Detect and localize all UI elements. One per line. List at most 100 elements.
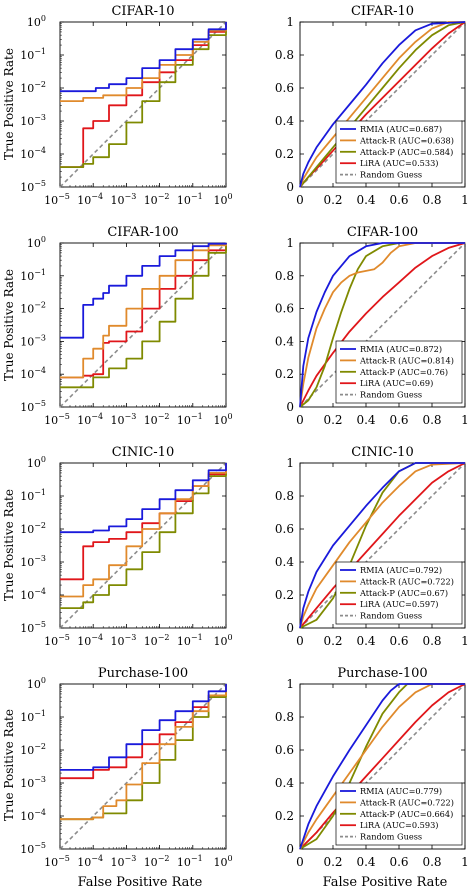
x-tick-label: 10−5	[44, 192, 70, 207]
legend-label: RMIA (AUC=0.792)	[360, 565, 442, 575]
x-tick-exponent: −5	[58, 854, 70, 863]
y-tick-label: 0.6	[275, 743, 294, 757]
chart-panel-6: CINIC-10 0 1 0.2 0.8 0.4 0.6 0.6 0.4 0.8 0.2 1 0 RMIA…	[275, 445, 469, 648]
y-tick-label: 10−3	[20, 333, 46, 348]
series-line-attackr	[299, 462, 466, 629]
legend-box	[335, 782, 463, 846]
x-tick-label: 10−1	[177, 854, 203, 869]
x-tick-label: 10−2	[144, 412, 170, 427]
legend-label: RMIA (AUC=0.872)	[360, 344, 442, 354]
series-line-rmia	[299, 242, 465, 408]
x-tick-label: 0.4	[356, 193, 375, 207]
legend-label: RMIA (AUC=0.779)	[360, 786, 442, 796]
chart-panel-8: Purchase-100 0 1 0.2 0.8 0.4 0.6 0.6 0.4 0.8 0.2 1 0…	[275, 666, 469, 869]
y-tick-label: 0.6	[275, 522, 294, 536]
x-tick-exponent: −1	[191, 412, 203, 421]
y-tick-label: 0.4	[275, 114, 294, 128]
x-tick-exponent: 0	[227, 412, 232, 421]
x-tick-label: 0.8	[422, 413, 441, 427]
x-tick-label: 0.6	[389, 634, 408, 648]
legend-label: Random Guess	[360, 390, 422, 400]
x-tick-label: 0.8	[422, 855, 441, 869]
x-tick-label: 0.4	[356, 855, 375, 869]
x-tick-label: 1	[461, 193, 469, 207]
x-tick-exponent: 0	[227, 854, 232, 863]
y-tick-exponent: 0	[41, 14, 46, 23]
y-tick-exponent: −5	[34, 620, 46, 629]
x-tick-label: 10−4	[77, 854, 103, 869]
series-line-rmia	[60, 463, 227, 534]
x-tick-label: 10−5	[44, 854, 70, 869]
legend-box	[335, 340, 463, 404]
y-tick-label: 0.8	[275, 489, 294, 503]
y-tick-label: 10−1	[20, 268, 46, 283]
y-tick-label: 0	[286, 180, 294, 194]
y-tick-exponent: 0	[41, 455, 46, 464]
chart-panel-7: Purchase-100 10−5 100 10−4 10−1 10−3 10−2 10−2 1…	[20, 666, 232, 869]
series-line-attackp	[299, 21, 466, 188]
x-axis-label-left: False Positive Rate	[78, 875, 203, 890]
y-tick-label: 10−3	[20, 775, 46, 790]
x-tick-exponent: −5	[58, 192, 70, 201]
chart-title: CINIC-10	[351, 445, 413, 460]
series-line-rmia	[60, 22, 227, 93]
x-tick-exponent: −2	[158, 412, 170, 421]
chart-panel-4: CIFAR-100 0 1 0.2 0.8 0.4 0.6 0.6 0.4 0.8 0.2 1 0 RMI…	[275, 225, 469, 427]
y-tick-label: 0.2	[275, 588, 294, 602]
series-line-attackr	[60, 243, 227, 379]
legend-label: RMIA (AUC=0.687)	[360, 124, 442, 134]
chart-panel-3: CIFAR-100 10−5 100 10−4 10−1 10−3 10−2 10−2 10−3…	[20, 225, 232, 427]
x-tick-exponent: −5	[58, 412, 70, 421]
y-tick-label: 10−3	[20, 113, 46, 128]
y-tick-exponent: −2	[34, 80, 46, 89]
series-line-rmia	[60, 684, 227, 771]
y-tick-label: 1	[286, 15, 294, 29]
legend: RMIA (AUC=0.687)Attack-R (AUC=0.638) Atta…	[335, 120, 463, 184]
series-line-attackr	[60, 463, 227, 598]
y-tick-exponent: −3	[34, 775, 46, 784]
legend-label: Attack-P (AUC=0.664)	[359, 809, 453, 819]
series-line-attackp	[60, 243, 227, 389]
x-tick-exponent: −1	[191, 192, 203, 201]
legend-label: Attack-P (AUC=0.584)	[359, 147, 453, 157]
x-tick-label: 100	[213, 854, 232, 869]
x-tick-exponent: 0	[227, 633, 232, 642]
y-axis-label-row-1: True Positive Rate	[2, 48, 16, 160]
y-tick-label: 10−2	[20, 80, 46, 95]
x-tick-exponent: −3	[125, 633, 137, 642]
y-tick-label: 0.6	[275, 302, 294, 316]
y-tick-label: 1	[286, 236, 294, 250]
chart-title: Purchase-100	[337, 666, 427, 681]
legend: RMIA (AUC=0.779)Attack-R (AUC=0.722) Atta…	[335, 782, 463, 846]
x-tick-label: 10−4	[77, 192, 103, 207]
y-tick-label: 10−2	[20, 742, 46, 757]
random-guess-line	[299, 462, 466, 629]
series-line-attackp	[60, 22, 227, 168]
y-tick-label: 1	[286, 677, 294, 691]
y-tick-exponent: −2	[34, 521, 46, 530]
x-tick-label: 10−1	[177, 633, 203, 648]
x-tick-exponent: −3	[125, 854, 137, 863]
x-tick-label: 0.2	[323, 193, 342, 207]
series-line-attackr	[60, 684, 227, 821]
x-tick-exponent: 0	[227, 192, 232, 201]
x-tick-label: 0.8	[422, 193, 441, 207]
y-tick-exponent: −4	[34, 366, 46, 375]
x-tick-label: 0.6	[389, 193, 408, 207]
legend-label: Attack-R (AUC=0.638)	[359, 135, 454, 145]
y-tick-label: 100	[27, 235, 46, 250]
y-tick-exponent: −3	[34, 554, 46, 563]
y-tick-label: 10−2	[20, 521, 46, 536]
x-tick-label: 10−2	[144, 854, 170, 869]
series-line-lira	[299, 683, 466, 850]
legend-label: LiRA (AUC=0.69)	[360, 378, 433, 388]
y-tick-exponent: −5	[34, 399, 46, 408]
y-tick-label: 100	[27, 676, 46, 691]
random-guess-line	[299, 21, 466, 188]
x-tick-exponent: −5	[58, 633, 70, 642]
series-line-lira	[60, 22, 227, 168]
legend-label: Random Guess	[360, 832, 422, 842]
y-tick-exponent: −4	[34, 808, 46, 817]
legend-label: Attack-P (AUC=0.67)	[359, 588, 448, 598]
